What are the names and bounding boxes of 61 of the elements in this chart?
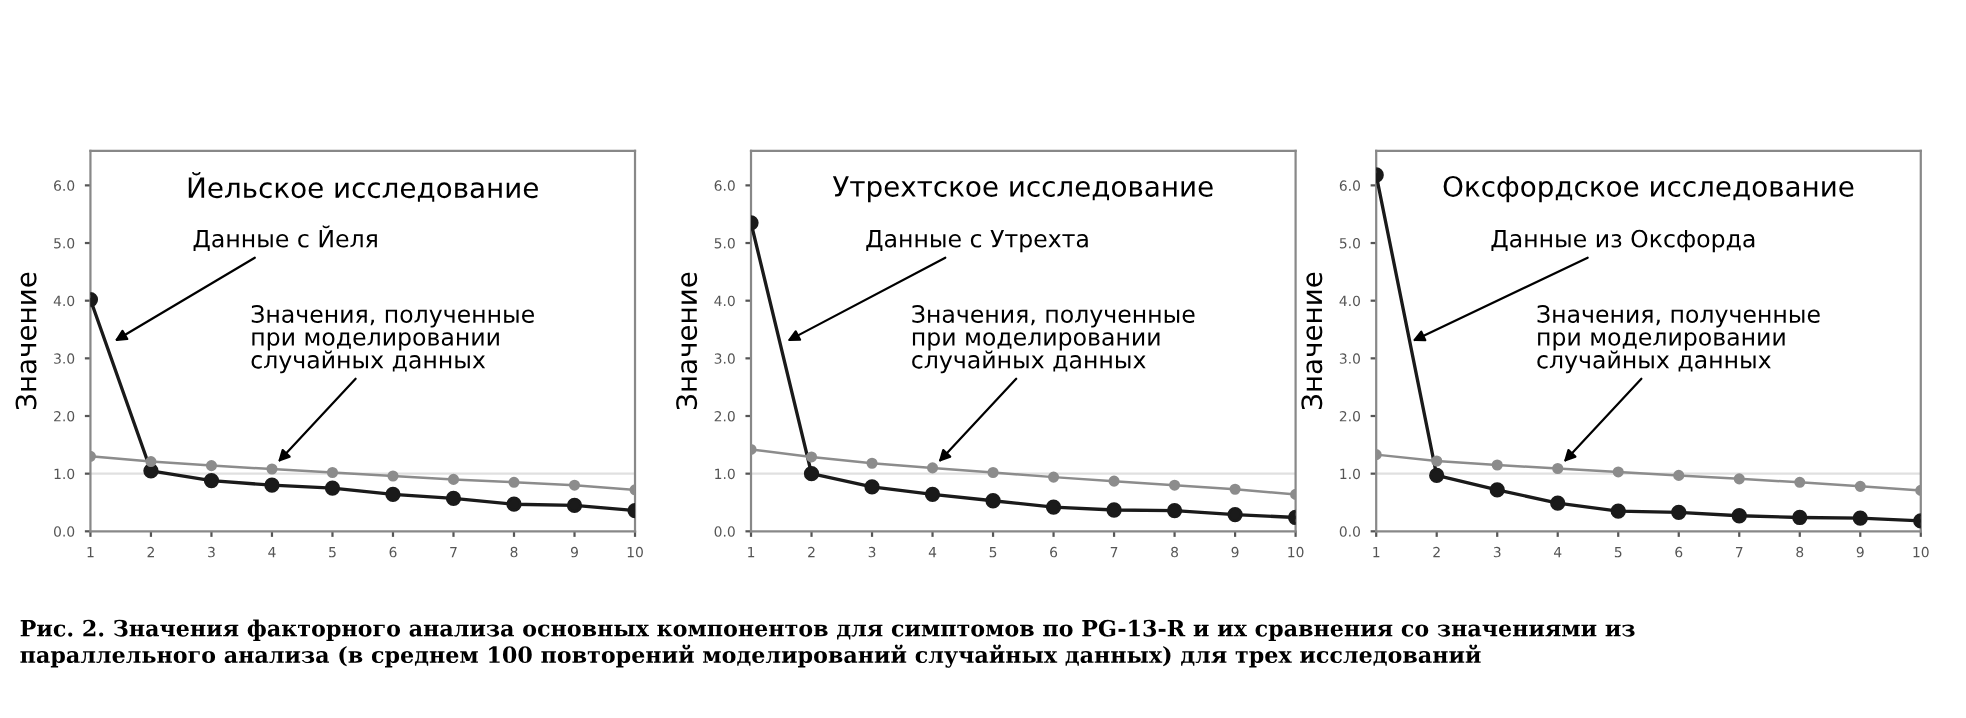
point — [264, 477, 280, 493]
annotation: Данные из Оксфорда — [1491, 229, 1755, 253]
point — [326, 466, 339, 479]
y-axis-title: Значение — [676, 272, 698, 410]
annotation: Значения, полученные при моделировании случайных данных — [251, 305, 534, 374]
point — [1731, 508, 1747, 524]
point — [1429, 467, 1445, 484]
point — [1491, 459, 1503, 471]
point — [203, 472, 220, 489]
point — [1671, 504, 1687, 520]
annotation: Значения, полученные при моделировании случайных данных — [1537, 305, 1820, 374]
point — [1045, 499, 1062, 515]
point — [1108, 475, 1120, 487]
point — [566, 497, 583, 514]
line-series — [1376, 449, 1921, 496]
point — [568, 479, 581, 491]
point — [1431, 455, 1443, 467]
point — [385, 486, 401, 503]
point — [803, 466, 820, 482]
point — [1673, 469, 1685, 481]
point — [1550, 495, 1566, 511]
point — [1733, 473, 1745, 485]
point — [926, 462, 939, 474]
point — [864, 479, 880, 495]
point — [205, 460, 218, 472]
y-axis-title: Значение — [1301, 272, 1323, 410]
point — [266, 463, 278, 475]
point — [1229, 483, 1241, 495]
point — [1169, 479, 1181, 491]
point — [1227, 506, 1243, 523]
text: Йельское исследование — [188, 172, 538, 202]
text: Оксфордское исследование — [1443, 175, 1854, 203]
text: Рис. 2. Значения факторного анализа основных компонентов для симптомов по PG-13-R и их сравнения со значениями из параллельного анализа (в среднем 100 повторений моделирований случайных данных) для трех исследований — [20, 619, 1635, 668]
annotation: Данные с Йеля — [193, 225, 377, 251]
point — [1552, 462, 1564, 475]
point — [387, 470, 399, 482]
point — [324, 480, 341, 496]
point — [1489, 482, 1505, 498]
point — [445, 490, 462, 507]
point — [145, 456, 157, 468]
point — [1610, 503, 1626, 519]
point — [1166, 502, 1183, 519]
point — [805, 451, 818, 463]
text: Утрехтское исследование — [832, 176, 1213, 203]
point — [985, 493, 1001, 509]
point — [508, 476, 520, 488]
point — [1792, 509, 1808, 526]
point — [987, 466, 999, 479]
point — [866, 457, 878, 469]
point — [1106, 502, 1122, 518]
point — [1854, 480, 1866, 492]
point — [1852, 510, 1868, 526]
point — [1794, 476, 1806, 488]
point — [924, 486, 941, 503]
y-axis-title: Значение — [15, 272, 37, 410]
point — [1048, 471, 1060, 483]
point — [447, 473, 460, 485]
annotation: Данные с Утрехта — [866, 230, 1088, 253]
point — [1612, 466, 1624, 478]
annotation: Значения, полученные при моделировании случайных данных — [912, 305, 1195, 374]
point — [506, 496, 522, 512]
